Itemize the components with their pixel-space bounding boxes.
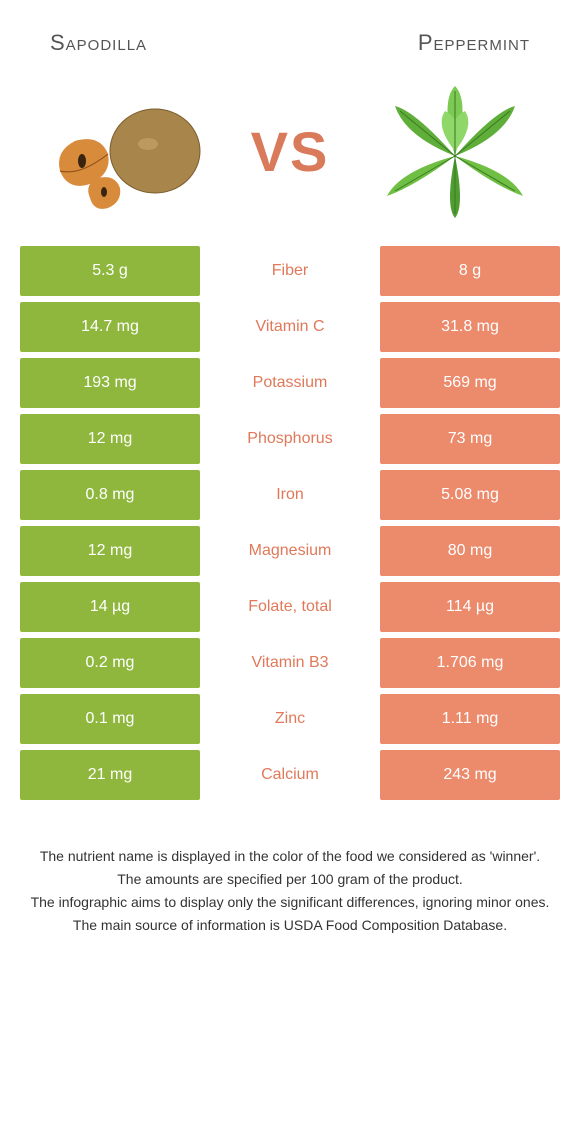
right-value-cell: 73 mg	[380, 414, 560, 464]
right-value-cell: 5.08 mg	[380, 470, 560, 520]
left-value-cell: 5.3 g	[20, 246, 200, 296]
footnote-line: The main source of information is USDA F…	[30, 915, 550, 936]
table-row: 14 µgFolate, total114 µg	[20, 582, 560, 632]
left-value-cell: 12 mg	[20, 414, 200, 464]
right-value-cell: 114 µg	[380, 582, 560, 632]
left-value-cell: 14.7 mg	[20, 302, 200, 352]
right-value-cell: 80 mg	[380, 526, 560, 576]
table-row: 0.1 mgZinc1.11 mg	[20, 694, 560, 744]
sapodilla-icon	[40, 76, 210, 226]
nutrient-label: Zinc	[200, 694, 380, 744]
footnote-line: The infographic aims to display only the…	[30, 892, 550, 913]
table-row: 12 mgMagnesium80 mg	[20, 526, 560, 576]
vs-label: VS	[251, 119, 330, 184]
right-value-cell: 1.11 mg	[380, 694, 560, 744]
table-row: 0.8 mgIron5.08 mg	[20, 470, 560, 520]
header: Sapodilla Peppermint	[0, 0, 580, 66]
left-value-cell: 21 mg	[20, 750, 200, 800]
peppermint-icon	[370, 76, 540, 226]
nutrient-label: Fiber	[200, 246, 380, 296]
table-row: 193 mgPotassium569 mg	[20, 358, 560, 408]
left-value-cell: 0.8 mg	[20, 470, 200, 520]
left-value-cell: 0.2 mg	[20, 638, 200, 688]
footnote-line: The nutrient name is displayed in the co…	[30, 846, 550, 867]
nutrient-table: 5.3 gFiber8 g 14.7 mgVitamin C31.8 mg 193 …	[20, 246, 560, 800]
right-food-title: Peppermint	[418, 30, 530, 56]
left-value-cell: 12 mg	[20, 526, 200, 576]
left-value-cell: 0.1 mg	[20, 694, 200, 744]
nutrient-label: Calcium	[200, 750, 380, 800]
right-value-cell: 1.706 mg	[380, 638, 560, 688]
footnotes: The nutrient name is displayed in the co…	[0, 806, 580, 936]
hero-row: VS	[0, 66, 580, 246]
right-value-cell: 243 mg	[380, 750, 560, 800]
nutrient-label: Iron	[200, 470, 380, 520]
table-row: 14.7 mgVitamin C31.8 mg	[20, 302, 560, 352]
right-value-cell: 8 g	[380, 246, 560, 296]
left-food-title: Sapodilla	[50, 30, 147, 56]
nutrient-label: Vitamin C	[200, 302, 380, 352]
table-row: 21 mgCalcium243 mg	[20, 750, 560, 800]
nutrient-label: Potassium	[200, 358, 380, 408]
right-value-cell: 31.8 mg	[380, 302, 560, 352]
right-value-cell: 569 mg	[380, 358, 560, 408]
nutrient-label: Magnesium	[200, 526, 380, 576]
table-row: 0.2 mgVitamin B31.706 mg	[20, 638, 560, 688]
table-row: 12 mgPhosphorus73 mg	[20, 414, 560, 464]
table-row: 5.3 gFiber8 g	[20, 246, 560, 296]
left-value-cell: 14 µg	[20, 582, 200, 632]
left-value-cell: 193 mg	[20, 358, 200, 408]
footnote-line: The amounts are specified per 100 gram o…	[30, 869, 550, 890]
nutrient-label: Phosphorus	[200, 414, 380, 464]
nutrient-label: Folate, total	[200, 582, 380, 632]
nutrient-label: Vitamin B3	[200, 638, 380, 688]
